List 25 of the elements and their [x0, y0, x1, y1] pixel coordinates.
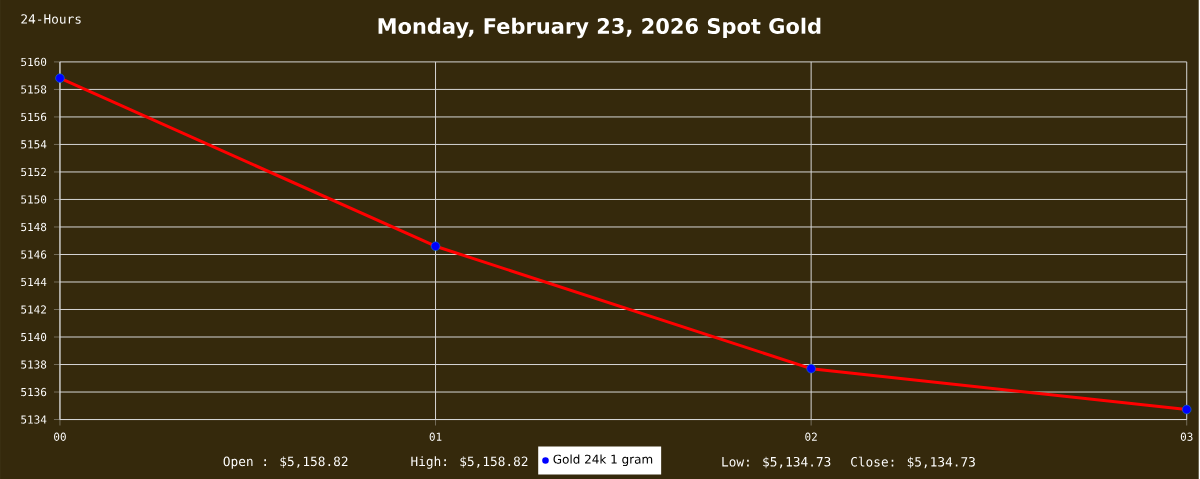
text: 24-Hours [21, 13, 81, 24]
y-tick-label: 5140 [21, 332, 47, 341]
x-tick-label: 02 [805, 432, 817, 441]
y-tick-label: 5134 [21, 415, 47, 424]
y-tick-label: 5144 [21, 277, 47, 286]
legend-label: Gold 24k 1 gram [553, 454, 653, 466]
y-tick-label: 5138 [21, 360, 47, 369]
text: Open : $5,158.82 [223, 456, 348, 469]
text: Close: $5,134.73 [851, 456, 975, 469]
y-tick-label: 5148 [21, 222, 47, 231]
y-tick-label: 5142 [21, 305, 46, 314]
y-tick-label: 5154 [21, 140, 47, 149]
x-tick-label: 01 [429, 432, 442, 441]
y-tick-label: 5146 [21, 250, 47, 259]
text: High: $5,158.82 [411, 456, 528, 469]
x-tick-label: 03 [1180, 432, 1193, 441]
y-tick-label: 5156 [21, 112, 47, 121]
y-tick-label: 5158 [21, 85, 47, 94]
y-tick-label: 5152 [21, 167, 46, 176]
y-tick-label: 5160 [21, 57, 47, 66]
x-tick-label: 00 [54, 432, 66, 441]
text: Low: $5,134.73 [722, 456, 831, 469]
y-tick-label: 5150 [21, 195, 47, 204]
chart-title: Monday, February 23, 2026 Spot Gold [378, 17, 821, 38]
y-tick-label: 5136 [21, 387, 47, 396]
